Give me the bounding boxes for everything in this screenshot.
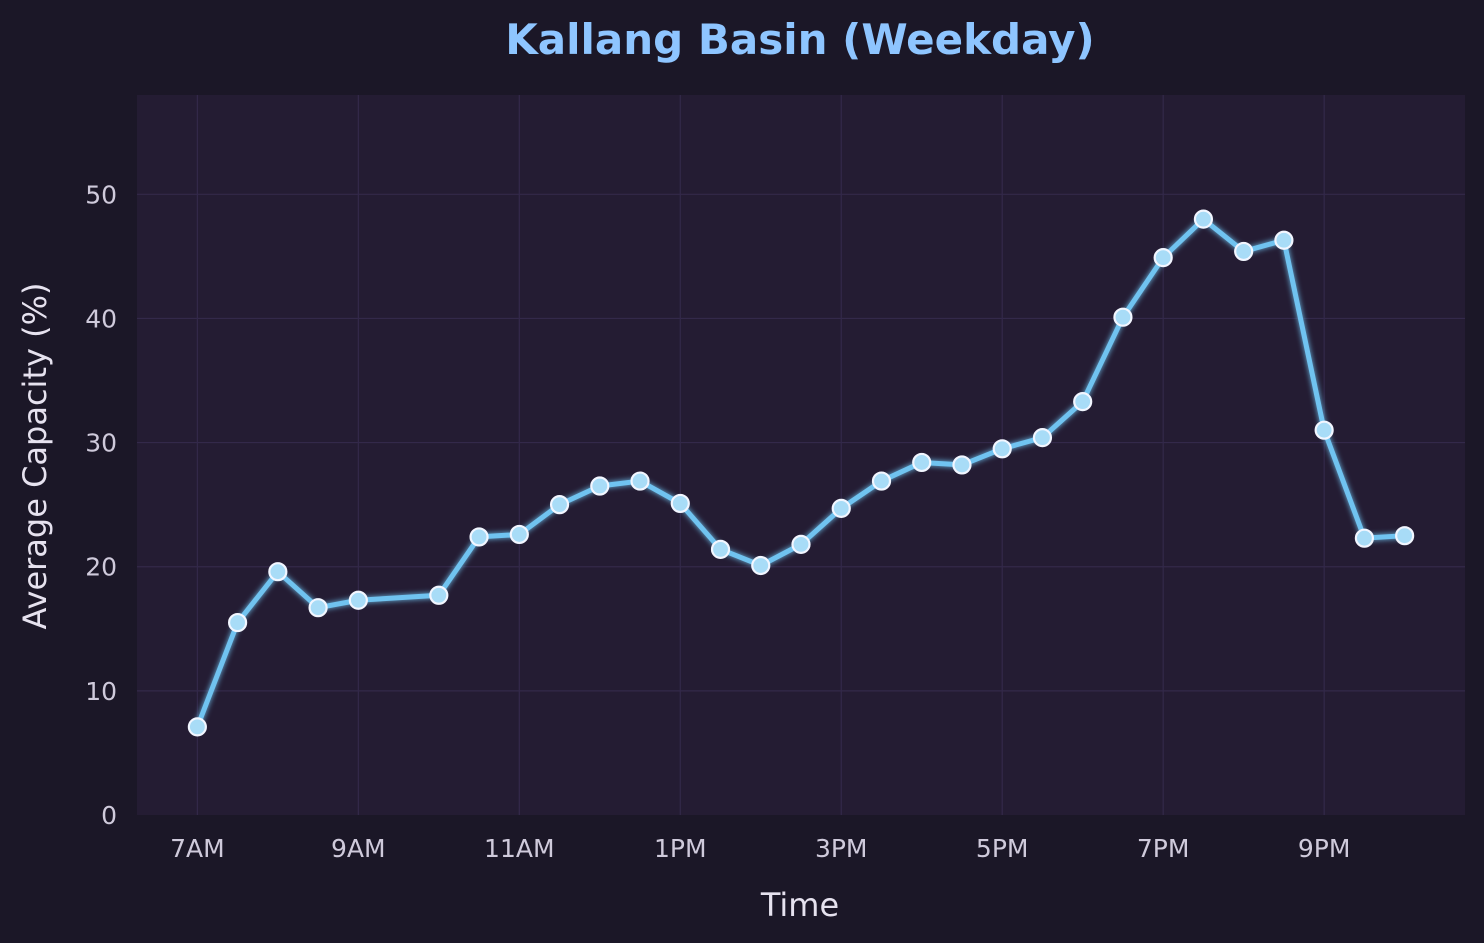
data-point: [1032, 428, 1053, 448]
data-point: [1073, 392, 1093, 412]
data-point: [1193, 209, 1214, 229]
data-point: [791, 534, 811, 554]
data-point: [831, 498, 851, 518]
y-tick-label: 50: [85, 180, 117, 209]
data-point: [992, 439, 1012, 459]
x-tick-label: 7PM: [1137, 834, 1190, 863]
data-point: [871, 471, 892, 491]
y-axis-ticks: 0 10 20 30 40 50: [85, 180, 117, 830]
data-point: [308, 598, 328, 618]
data-point: [1395, 526, 1415, 546]
data-point: [710, 539, 731, 559]
x-tick-label: 11AM: [484, 834, 554, 863]
data-point: [670, 493, 690, 514]
data-point: [952, 455, 972, 475]
y-tick-label: 10: [85, 677, 117, 706]
x-tick-label: 7AM: [170, 834, 225, 863]
data-point: [187, 717, 207, 737]
marker-layer: [187, 209, 1415, 737]
data-point: [630, 471, 650, 491]
x-axis-label: Time: [760, 886, 839, 924]
x-tick-label: 1PM: [654, 834, 707, 863]
data-point: [469, 527, 489, 547]
data-point: [429, 585, 449, 605]
y-axis-label: Average Capacity (%): [16, 283, 54, 630]
data-point: [1354, 528, 1374, 548]
data-point: [1113, 307, 1133, 327]
x-tick-label: 9PM: [1298, 834, 1351, 863]
x-axis-ticks: 7AM 9AM 11AM 1PM 3PM 5PM 7PM 9PM: [170, 834, 1350, 863]
y-tick-label: 30: [85, 429, 117, 458]
x-tick-label: 3PM: [815, 834, 868, 863]
x-tick-label: 9AM: [331, 834, 386, 863]
data-point: [912, 452, 932, 473]
data-point: [1234, 241, 1254, 262]
data-point: [751, 555, 771, 576]
y-tick-label: 40: [85, 304, 117, 333]
chart-title: Kallang Basin (Weekday): [505, 15, 1095, 64]
data-point: [268, 562, 288, 582]
y-tick-label: 20: [85, 553, 117, 582]
data-point: [348, 590, 368, 610]
data-point: [590, 476, 610, 496]
data-point: [228, 612, 248, 633]
data-point: [1153, 248, 1173, 268]
data-point: [509, 524, 529, 545]
plot-area: [137, 95, 1465, 815]
data-point: [1274, 230, 1294, 250]
x-tick-label: 5PM: [976, 834, 1029, 863]
data-point: [549, 495, 570, 515]
y-tick-label: 0: [101, 801, 117, 830]
data-point: [1314, 420, 1334, 440]
